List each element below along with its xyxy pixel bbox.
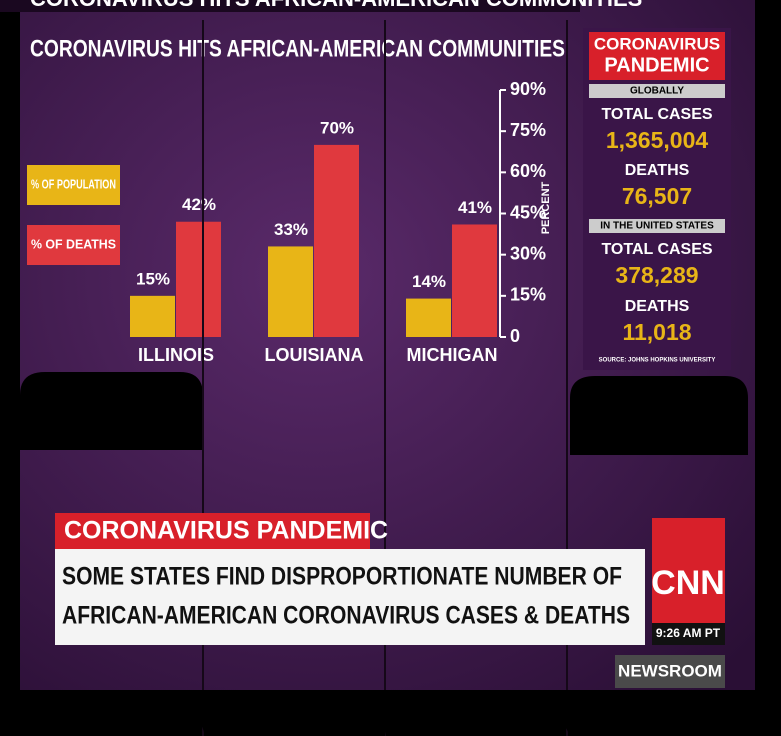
banner-headline: SOME STATES FIND DISPROPORTIONATE NUMBER… [62,563,622,591]
section-heading-box [589,219,725,233]
stat-value: 76,507 [622,183,692,209]
stat-label: DEATHS [625,162,690,179]
y-tick-label: 45% [510,202,546,222]
x-tick-label: MICHIGAN [407,345,498,365]
y-tick-label: 30% [510,243,546,263]
logo-box [652,518,725,623]
legend-label: % OF POPULATION [31,176,116,191]
banner-label: CORONAVIRUS PANDEMIC [64,517,388,545]
bar [406,298,451,337]
sidebar-title-box [589,32,725,80]
y-axis-label: PERCENT [540,181,552,234]
stat-label: DEATHS [625,298,690,315]
bar [314,144,359,337]
y-tick-label: 60% [510,161,546,181]
value-label: 42% [182,195,216,214]
banner-headline: AFRICAN-AMERICAN CORONAVIRUS CASES & DEA… [62,602,630,630]
value-label: 41% [458,198,492,217]
show: NEWSROOM [618,661,722,680]
overlay-shape [20,372,203,450]
stat-label: TOTAL CASES [601,241,712,258]
stat-label: TOTAL CASES [601,106,712,123]
banner-label-box [55,513,370,549]
bar [176,221,221,337]
value-label: 33% [274,220,308,239]
value-label: 15% [136,269,170,288]
section-heading: IN THE UNITED STATES [600,221,714,232]
section-heading-box [589,84,725,98]
top-caption: CORONAVIRUS HITS AFRICAN-AMERICAN COMMUN… [30,0,642,11]
value-label: 70% [320,118,354,137]
section-heading: GLOBALLY [630,86,684,97]
top-strip [0,0,580,12]
bar [268,246,313,337]
time-box [652,623,725,645]
stat-value: 11,018 [622,319,691,345]
legend-swatch [27,225,120,265]
sidebar-title: PANDEMIC [604,54,709,76]
x-tick-label: ILLINOIS [138,345,214,365]
stat-value: 1,365,004 [606,127,709,153]
y-tick-label: 0 [510,326,520,346]
show-box [615,655,725,688]
logo: CNN [651,564,725,602]
value-label: 14% [412,272,446,291]
source: SOURCE: JOHNS HOPKINS UNIVERSITY [599,358,716,364]
y-tick-label: 15% [510,285,546,305]
y-tick-label: 75% [510,120,546,140]
time: 9:26 AM PT [656,626,721,640]
bar [130,295,175,337]
bar [452,224,497,337]
sidebar-title: CORONAVIRUS [594,34,720,53]
banner-headline-box [55,549,645,645]
legend-swatch [27,165,120,205]
y-tick-label: 90% [510,79,546,99]
overlay-shape [0,690,781,736]
stat-value: 378,289 [615,262,698,288]
chart-title: CORONAVIRUS HITS AFRICAN-AMERICAN COMMUN… [30,35,565,62]
x-tick-label: LOUISIANA [265,345,364,365]
chart: 0 15% 30% 45% 60% 75% 90% PERCENT % OF POPULATIO… [27,79,552,365]
legend-label: % OF DEATHS [31,236,116,251]
overlay-shape [570,376,748,455]
